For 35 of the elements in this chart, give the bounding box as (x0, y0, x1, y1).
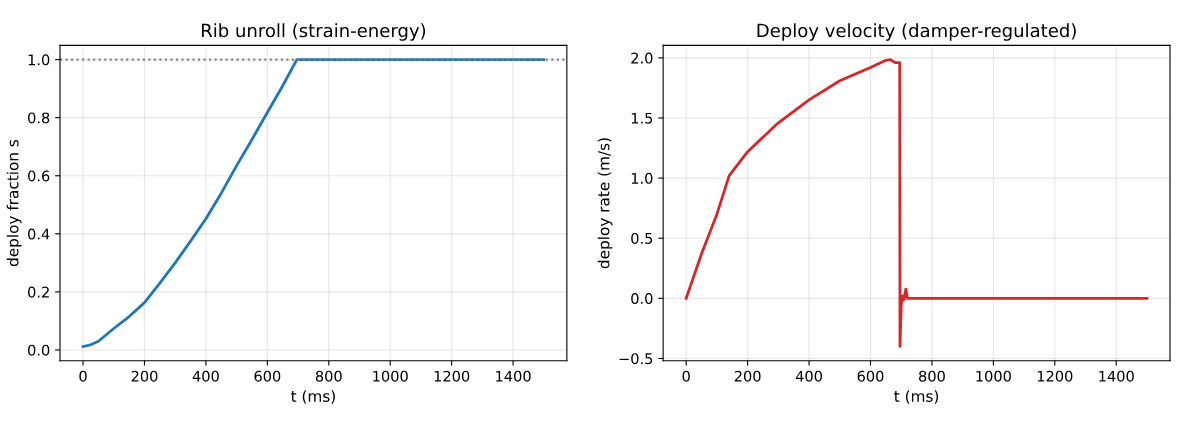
x-tick-label: 600 (857, 370, 884, 382)
y-tick-label: 0.5 (631, 232, 653, 244)
y-axis-title: deploy rate (m/s) (597, 138, 613, 269)
y-tick-label: 0.0 (631, 293, 653, 305)
y-tick-label: 0.0 (28, 344, 50, 356)
x-tick-label: 600 (254, 370, 281, 382)
x-tick-label: 400 (192, 370, 219, 382)
y-axis-title: deploy fraction s (6, 139, 22, 267)
chart-title: Rib unroll (strain-energy) (201, 23, 426, 41)
y-tick-label: 1.5 (631, 112, 653, 124)
y-tick-label: 0.4 (28, 228, 50, 240)
x-axis-title: t (ms) (894, 390, 939, 404)
x-tick-label: 200 (131, 370, 158, 382)
y-tick-label: −0.5 (619, 353, 653, 365)
x-tick-label: 1200 (1037, 370, 1073, 382)
chart-title: Deploy velocity (damper-regulated) (757, 23, 1076, 41)
line-series (684, 58, 1149, 348)
y-tick-label: 0.2 (28, 286, 49, 298)
x-tick-label: 1200 (434, 370, 470, 382)
y-tick-label: 1.0 (28, 54, 50, 66)
x-tick-label: 200 (734, 370, 761, 382)
x-tick-label: 400 (795, 370, 823, 382)
x-axis-title: t (ms) (291, 390, 335, 404)
y-tick-label: 0.6 (28, 170, 50, 182)
x-tick-label: 1000 (373, 370, 408, 382)
y-tick-label: 1.0 (631, 172, 653, 184)
x-tick-label: 1400 (1099, 370, 1134, 382)
y-tick-label: 0.8 (28, 112, 50, 124)
x-tick-label: 1400 (496, 370, 531, 382)
x-tick-label: 1000 (976, 370, 1011, 382)
x-tick-label: 0 (79, 370, 87, 382)
x-tick-label: 0 (682, 370, 690, 382)
x-tick-label: 800 (919, 370, 945, 382)
x-tick-label: 800 (315, 370, 342, 382)
y-tick-label: 2.0 (631, 52, 653, 64)
